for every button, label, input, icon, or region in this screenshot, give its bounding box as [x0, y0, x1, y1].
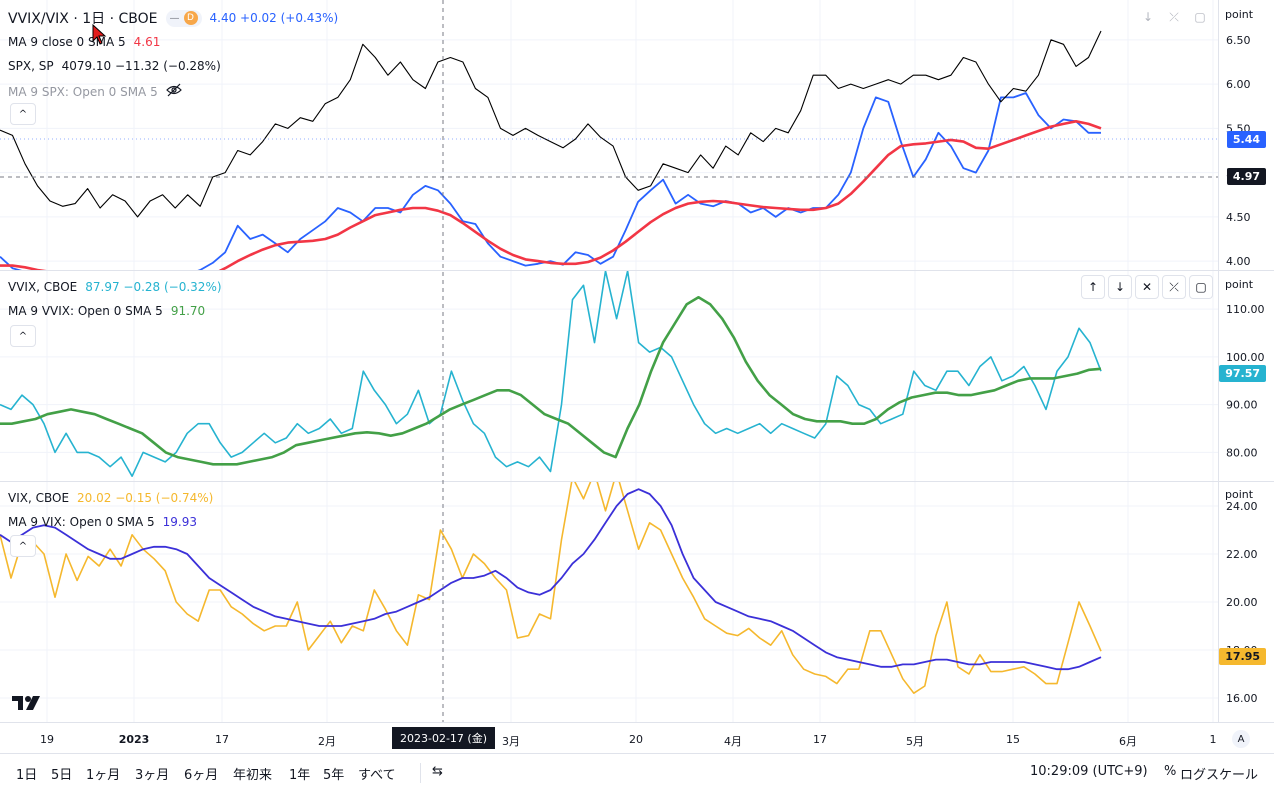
mouse-cursor-icon	[92, 23, 108, 46]
vix-line	[0, 482, 1102, 695]
range-1d-button[interactable]: 1日	[16, 768, 38, 783]
range-5y-button[interactable]: 5年	[323, 768, 345, 783]
pane2-y-tick: 80.00	[1226, 446, 1258, 459]
symbol-title[interactable]: VVIX/VIX · 1日 · CBOE	[8, 11, 158, 27]
pane2-axis-unit: point	[1225, 278, 1254, 291]
vvix-line	[0, 271, 1102, 478]
minus-icon[interactable]: —	[169, 12, 180, 24]
x-tick-label: 6月	[1119, 735, 1137, 748]
pane3-y-tick: 24.00	[1226, 500, 1258, 513]
range-6m-button[interactable]: 6ヶ月	[184, 768, 219, 783]
pane2-move-down-button[interactable]: ↓	[1108, 275, 1132, 299]
pane3-ma-legend[interactable]: MA 9 VIX: Open 0 SMA 5 19.93	[8, 515, 197, 529]
x-tick-label: 17	[215, 733, 229, 746]
pane2-collapse-button[interactable]: ⤫	[1162, 275, 1186, 299]
pane2-y-tick: 100.00	[1226, 351, 1265, 364]
pane3-legend[interactable]: VIX, CBOE 20.02 −0.15 (−0.74%)	[8, 491, 213, 505]
range-1m-button[interactable]: 1ヶ月	[86, 768, 121, 783]
clock-timezone[interactable]: 10:29:09 (UTC+9)	[1030, 764, 1148, 779]
pane1-ma-legend[interactable]: MA 9 close 0 SMA 5 4.61	[8, 35, 160, 49]
log-scale-toggle[interactable]: ログスケール	[1180, 768, 1259, 783]
pane1-y-tick: 6.50	[1226, 34, 1251, 47]
x-tick-label: 3月	[502, 735, 520, 748]
pane1-maximize-button[interactable]: ▢	[1188, 5, 1212, 29]
x-tick-label: 2月	[318, 735, 336, 748]
pane2-ma-legend[interactable]: MA 9 VVIX: Open 0 SMA 5 91.70	[8, 304, 205, 318]
range-ytd-button[interactable]: 年初来	[233, 768, 273, 783]
pane1-axis-unit: point	[1225, 8, 1254, 21]
pane1-collapse-legend-button[interactable]: ^	[10, 103, 36, 125]
crosshair-price-tag: 4.97	[1226, 168, 1266, 185]
x-tick-label: 20	[629, 733, 643, 746]
spx-values: 4079.10 −11.32 (−0.28%)	[61, 59, 221, 73]
pane2-y-tick: 110.00	[1226, 303, 1265, 316]
pane2-collapse-legend-button[interactable]: ^	[10, 325, 36, 347]
vix-label: VIX, CBOE	[8, 491, 70, 505]
vix-last-price-tag: 17.95	[1219, 648, 1266, 665]
vvix-ma-value: 91.70	[170, 304, 206, 318]
pane3-collapse-legend-button[interactable]: ^	[10, 535, 36, 557]
vvix-last-price-tag: 97.57	[1219, 365, 1266, 382]
range-all-button[interactable]: すべて	[358, 768, 396, 783]
ma-spx-legend[interactable]: MA 9 SPX: Open 0 SMA 5	[8, 83, 182, 100]
vvix-quote: 87.97 −0.28 (−0.32%)	[85, 280, 222, 294]
ratio-quote: 4.40 +0.02 (+0.43%)	[209, 11, 339, 25]
x-tick-label: 5月	[906, 735, 924, 748]
x-tick-label: 1	[1209, 733, 1217, 746]
x-tick-label: 17	[813, 733, 827, 746]
pane1-collapse-button[interactable]: ⤫	[1162, 5, 1186, 29]
ratio-last-price-tag: 5.44	[1226, 131, 1266, 148]
pane1-y-tick: 4.00	[1226, 255, 1251, 268]
vix-ma-value: 19.93	[162, 515, 197, 529]
x-tick-label: 19	[40, 733, 54, 746]
pane2-maximize-button[interactable]: ▢	[1189, 275, 1213, 299]
spx-sp-line	[0, 30, 1102, 218]
x-tick-label: 15	[1006, 733, 1020, 746]
spx-legend[interactable]: SPX, SP 4079.10 −11.32 (−0.28%)	[8, 59, 221, 73]
ma-9-vix-open-0-sma-5-line	[0, 488, 1102, 671]
pane3-y-tick: 22.00	[1226, 548, 1258, 561]
percent-scale-toggle[interactable]: %	[1164, 764, 1177, 779]
pane3-y-tick: 16.00	[1226, 692, 1258, 705]
toolbar-divider	[420, 763, 421, 783]
ma-9-vvix-open-0-sma-5-line	[0, 295, 1102, 466]
vvix-label: VVIX, CBOE	[8, 280, 78, 294]
delay-d-badge: D	[183, 11, 198, 25]
pane1-y-tick: 6.00	[1226, 78, 1251, 91]
vix-quote: 20.02 −0.15 (−0.74%)	[77, 491, 214, 505]
vvix-vix-line	[0, 92, 1101, 270]
crosshair-date-tag: 2023-02-17 (金)	[392, 727, 496, 749]
range-1y-button[interactable]: 1年	[289, 768, 311, 783]
bottom-toolbar: 1日 5日 1ヶ月 3ヶ月 6ヶ月 年初来 1年 5年 すべて ⇆ 10:29:…	[0, 753, 1274, 791]
vvix-ma-label: MA 9 VVIX: Open 0 SMA 5	[8, 304, 163, 318]
ma-value: 4.61	[133, 35, 161, 49]
range-3m-button[interactable]: 3ヶ月	[135, 768, 170, 783]
range-5d-button[interactable]: 5日	[51, 768, 73, 783]
pane3-axis-unit: point	[1225, 488, 1254, 501]
ma-9-close-0-sma-5-line	[0, 120, 1102, 270]
pane1-y-tick: 4.50	[1226, 211, 1251, 224]
ma-spx-label: MA 9 SPX: Open 0 SMA 5	[8, 84, 158, 99]
eye-hidden-icon[interactable]	[165, 83, 182, 100]
pane1-legend-symbol-row: VVIX/VIX · 1日 · CBOE — D 4.40 +0.02 (+0.…	[8, 8, 338, 28]
x-tick-label: 4月	[724, 735, 742, 748]
pane3-y-tick: 20.00	[1226, 596, 1258, 609]
compare-range-icon[interactable]: ⇆	[432, 764, 443, 779]
interval-pill[interactable]: — D	[165, 9, 202, 27]
auto-scale-button[interactable]: A	[1232, 730, 1250, 748]
ma-label: MA 9 close 0 SMA 5	[8, 35, 126, 49]
x-tick-label: 2023	[118, 733, 150, 746]
pane1-move-down-button[interactable]: ↓	[1136, 5, 1160, 29]
pane2-y-tick: 90.00	[1226, 399, 1258, 412]
vix-ma-label: MA 9 VIX: Open 0 SMA 5	[8, 515, 155, 529]
spx-label: SPX, SP	[8, 59, 54, 73]
pane2-legend[interactable]: VVIX, CBOE 87.97 −0.28 (−0.32%)	[8, 280, 222, 294]
pane2-close-button[interactable]: ✕	[1135, 275, 1159, 299]
pane2-move-up-button[interactable]: ↑	[1081, 275, 1105, 299]
tradingview-logo-icon[interactable]	[12, 694, 42, 712]
